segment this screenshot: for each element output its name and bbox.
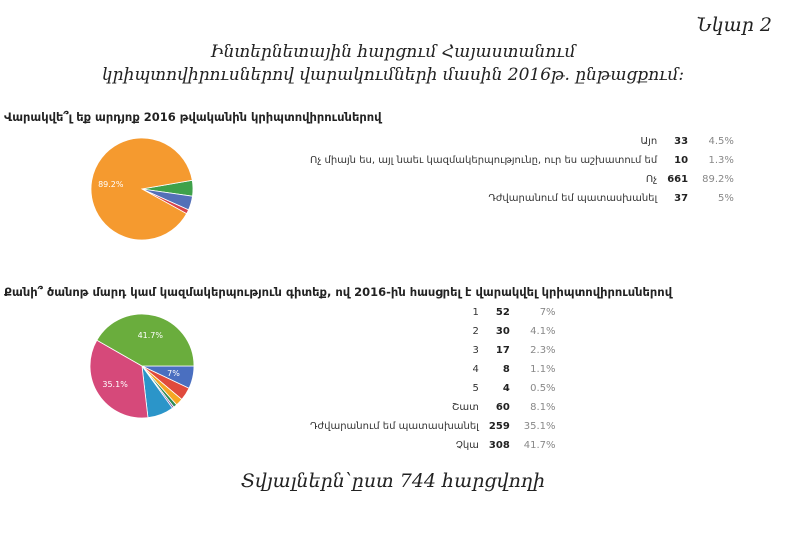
pie-slice-label-3: 89.2%	[98, 180, 124, 189]
pie-chart-2: 7% 35.1% 41.7%	[89, 313, 195, 419]
legend-category: Այո	[640, 136, 658, 147]
legend-percent: 7%	[539, 307, 556, 318]
main-title-line-2: կրիպտովիրուսներով վարակումների մասին 201…	[101, 65, 685, 85]
legend-row: 3 17 2.3%	[300, 341, 556, 360]
legend-count: 4	[502, 383, 510, 394]
legend-category: 5	[472, 383, 479, 394]
pie-slice-label-1: 7%	[167, 369, 180, 378]
pie-slice-3	[90, 137, 193, 241]
chart-1-title: Վարակվե՞լ եք արդյոք 2016 թվականին կրիպտո…	[4, 110, 382, 124]
legend-count: 10	[674, 155, 689, 166]
legend-count: 52	[495, 307, 510, 318]
legend-percent: 4.5%	[708, 136, 734, 147]
legend-row: Շատ 60 8.1%	[300, 398, 556, 417]
legend-row: Այո 33 4.5%	[300, 132, 734, 151]
legend-category: 1	[472, 307, 479, 318]
legend-row: 4 8 1.1%	[300, 360, 556, 379]
legend-percent: 1.1%	[530, 364, 556, 375]
legend-category: 2	[472, 326, 479, 337]
pie-slice-7	[89, 339, 149, 419]
legend-category: Դժվարանում եմ պատասխանել	[488, 193, 658, 204]
legend-row: 5 4 0.5%	[300, 379, 556, 398]
chart-2-title: Քանի՞ ծանոթ մարդ կամ կազմակերպություն գի…	[4, 285, 673, 299]
legend-row: Ոչ միայն ես, այլ նաեւ կազմակերպությունը,…	[300, 151, 734, 170]
legend-row: 2 30 4.1%	[300, 322, 556, 341]
legend-percent: 41.7%	[523, 440, 556, 451]
legend-category: Ոչ միայն ես, այլ նաեւ կազմակերպությունը,…	[310, 155, 658, 166]
pie-slice-label-8: 41.7%	[138, 331, 164, 340]
legend-category: Դժվարանում եմ պատասխանել	[310, 421, 479, 432]
footer-note: Տվյալներն՝ըստ 744 հարցվողի	[240, 470, 546, 492]
legend-count: 661	[667, 174, 689, 185]
legend-count: 33	[674, 136, 689, 147]
legend-percent: 2.3%	[530, 345, 556, 356]
legend-count: 259	[488, 421, 510, 432]
legend-count: 37	[674, 193, 689, 204]
legend-row: Չկա 308 41.7%	[300, 436, 556, 455]
legend-table-2: 1 52 7% 2 30 4.1% 3 17 2.3% 4 8 1.1% 5 4 0.5% Շատ 60 8.1%…	[300, 303, 556, 455]
legend-count: 308	[488, 440, 510, 451]
legend-category: Չկա	[455, 440, 479, 451]
pie-slice-label-7: 35.1%	[102, 380, 128, 389]
legend-count: 17	[495, 345, 510, 356]
legend-category: Շատ	[451, 402, 479, 413]
pie-slice-8	[96, 313, 195, 367]
legend-percent: 8.1%	[530, 402, 556, 413]
legend-row: Դժվարանում եմ պատասխանել 259 35.1%	[300, 417, 556, 436]
legend-count: 8	[502, 364, 510, 375]
pie-chart-1: 89.2%	[90, 137, 194, 241]
legend-row: Դժվարանում եմ պատասխանել 37 5%	[300, 189, 734, 208]
legend-percent: 5%	[718, 193, 734, 204]
legend-percent: 4.1%	[530, 326, 556, 337]
legend-category: Ոչ	[645, 174, 658, 185]
legend-category: 3	[472, 345, 479, 356]
legend-percent: 89.2%	[702, 174, 734, 185]
legend-count: 60	[495, 402, 510, 413]
legend-count: 30	[495, 326, 510, 337]
legend-percent: 0.5%	[530, 383, 556, 394]
legend-row: 1 52 7%	[300, 303, 556, 322]
legend-percent: 35.1%	[523, 421, 556, 432]
legend-row: Ոչ 661 89.2%	[300, 170, 734, 189]
main-title-line-1: Ինտերնետային հարցում Հայաստանում	[210, 42, 576, 62]
legend-table-1: Այո 33 4.5% Ոչ միայն ես, այլ նաեւ կազմակերպ…	[300, 132, 734, 208]
figure-label: Նկար 2	[696, 14, 772, 36]
legend-percent: 1.3%	[708, 155, 734, 166]
legend-category: 4	[472, 364, 479, 375]
